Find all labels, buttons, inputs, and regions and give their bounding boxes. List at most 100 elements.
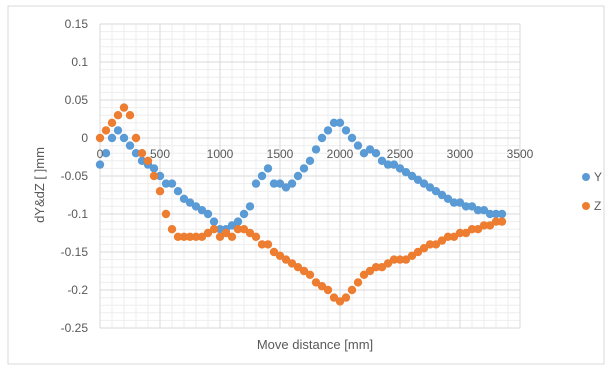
data-point-Y <box>425 183 435 192</box>
data-point-Y <box>251 179 261 188</box>
data-point-Y <box>179 194 189 203</box>
data-point-Y <box>191 202 201 211</box>
data-point-Z <box>317 282 327 291</box>
data-point-Y <box>101 149 111 158</box>
data-point-Y <box>377 156 387 165</box>
data-point-Z <box>155 187 165 196</box>
data-point-Z <box>287 259 297 268</box>
data-point-Y <box>113 126 123 135</box>
data-point-Z <box>281 255 291 264</box>
chart-border <box>7 5 605 365</box>
data-point-Y <box>107 133 117 143</box>
y-tick-label: 0 <box>81 131 88 145</box>
y-tick-label: 0.1 <box>71 55 88 69</box>
data-points <box>95 103 507 306</box>
data-point-Z <box>143 156 153 165</box>
major-gridlines <box>99 23 521 329</box>
data-point-Y <box>185 198 195 207</box>
data-point-Y <box>149 164 159 173</box>
legend-marker-Y <box>582 173 590 181</box>
data-point-Z <box>425 240 435 249</box>
data-point-Y <box>137 156 147 165</box>
data-point-Y <box>167 179 177 188</box>
data-point-Z <box>257 240 267 249</box>
data-point-Z <box>371 263 381 272</box>
plot-area: 0 500 1000 1500 2000 2500 3000 3500 0.15 0.1 0.05… <box>61 17 534 335</box>
data-point-Y <box>299 164 309 173</box>
data-point-Z <box>137 149 147 158</box>
data-point-Y <box>407 171 417 181</box>
data-point-Z <box>185 232 195 241</box>
data-point-Y <box>479 206 489 215</box>
data-point-Z <box>449 232 459 241</box>
data-point-Y <box>281 183 291 192</box>
data-point-Y <box>173 187 183 196</box>
data-point-Z <box>329 293 339 302</box>
y-tick-label: 0.05 <box>65 93 89 107</box>
data-point-Z <box>365 266 375 276</box>
data-point-Z <box>413 247 423 257</box>
data-point-Y <box>491 209 501 219</box>
data-point-Y <box>131 149 141 158</box>
y-tick-label: 0.15 <box>65 17 89 31</box>
x-tick-label: 1500 <box>267 147 294 161</box>
data-point-Y <box>305 156 315 165</box>
data-point-Y <box>347 133 357 143</box>
x-tick-label: 500 <box>150 147 170 161</box>
data-point-Z <box>431 240 441 249</box>
x-axis-label: Move distance [mm] <box>257 337 373 352</box>
legend-label-Y: Y <box>594 170 602 184</box>
data-point-Z <box>221 228 231 238</box>
data-point-Y <box>413 175 423 184</box>
series-Z <box>95 103 507 306</box>
x-tick-label: 2000 <box>327 147 354 161</box>
data-point-Z <box>179 232 189 241</box>
data-point-Z <box>401 255 411 264</box>
data-point-Y <box>239 209 249 219</box>
x-tick-label: 2500 <box>387 147 414 161</box>
data-point-Z <box>125 111 135 120</box>
data-point-Y <box>395 164 405 173</box>
x-tick-label: 0 <box>97 147 104 161</box>
data-point-Z <box>203 228 213 238</box>
data-point-Y <box>317 133 327 143</box>
data-point-Y <box>497 209 507 219</box>
data-point-Z <box>389 255 399 264</box>
y-axis-label: dY&dZ [ ]mm <box>32 147 47 223</box>
data-point-Y <box>383 160 393 169</box>
data-point-Z <box>419 244 429 253</box>
data-point-Y <box>359 149 369 158</box>
data-point-Y <box>233 217 243 226</box>
data-point-Y <box>263 164 273 173</box>
data-point-Z <box>305 270 315 279</box>
data-point-Z <box>215 232 225 241</box>
data-point-Y <box>215 225 225 234</box>
x-tick-label: 3000 <box>447 147 474 161</box>
y-tick-label: -0.05 <box>61 169 89 183</box>
data-point-Y <box>401 168 411 177</box>
data-point-Z <box>467 225 477 234</box>
legend-marker-Z <box>582 202 590 210</box>
data-point-Y <box>329 118 339 128</box>
series-Y <box>95 118 507 234</box>
data-point-Z <box>455 228 465 238</box>
data-point-Z <box>107 118 117 128</box>
data-point-Y <box>203 209 213 219</box>
data-point-Z <box>263 240 273 249</box>
data-point-Y <box>323 126 333 135</box>
data-point-Y <box>287 179 297 188</box>
data-point-Z <box>443 232 453 241</box>
data-point-Z <box>461 228 471 238</box>
data-point-Z <box>491 217 501 226</box>
data-point-Z <box>245 228 255 238</box>
data-point-Y <box>293 171 303 181</box>
data-point-Y <box>119 133 129 143</box>
data-point-Z <box>227 232 237 241</box>
data-point-Z <box>131 133 141 143</box>
data-point-Y <box>275 179 285 188</box>
data-point-Z <box>95 133 105 143</box>
data-point-Z <box>383 259 393 268</box>
data-point-Z <box>473 225 483 234</box>
